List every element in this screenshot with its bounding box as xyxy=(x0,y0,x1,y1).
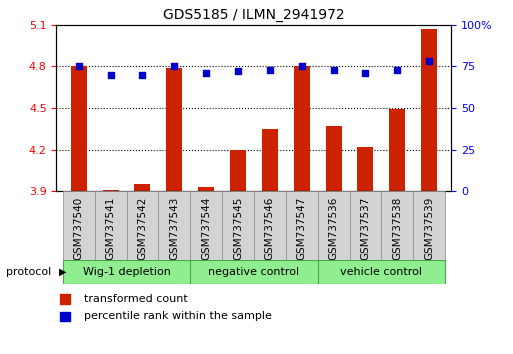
Bar xyxy=(222,191,254,260)
Bar xyxy=(61,312,70,321)
Bar xyxy=(286,191,318,260)
Text: negative control: negative control xyxy=(208,267,300,277)
FancyBboxPatch shape xyxy=(190,260,318,284)
Text: GSM737545: GSM737545 xyxy=(233,197,243,260)
Point xyxy=(329,67,338,73)
Bar xyxy=(134,184,150,191)
Point xyxy=(139,72,147,78)
Text: GSM737544: GSM737544 xyxy=(201,197,211,260)
Bar xyxy=(198,187,214,191)
Point xyxy=(393,67,401,73)
Point xyxy=(107,72,115,78)
Text: GSM737539: GSM737539 xyxy=(424,197,434,260)
Point xyxy=(74,63,83,69)
Text: GSM737540: GSM737540 xyxy=(74,197,84,260)
Text: Wig-1 depletion: Wig-1 depletion xyxy=(83,267,170,277)
Bar xyxy=(63,191,95,260)
Bar xyxy=(389,109,405,191)
Bar xyxy=(349,191,381,260)
Bar xyxy=(413,191,445,260)
Point xyxy=(170,63,179,69)
Bar xyxy=(61,294,70,304)
Bar xyxy=(166,68,182,191)
Bar xyxy=(71,66,87,191)
Text: percentile rank within the sample: percentile rank within the sample xyxy=(84,312,272,321)
Title: GDS5185 / ILMN_2941972: GDS5185 / ILMN_2941972 xyxy=(163,8,345,22)
Point xyxy=(266,67,274,73)
Text: GSM737546: GSM737546 xyxy=(265,197,275,260)
Text: GSM737538: GSM737538 xyxy=(392,197,402,260)
Point xyxy=(234,69,242,74)
Bar xyxy=(294,66,310,191)
FancyBboxPatch shape xyxy=(318,260,445,284)
Text: GSM737547: GSM737547 xyxy=(297,197,307,260)
Bar xyxy=(190,191,222,260)
Point xyxy=(202,70,210,76)
Text: ▶: ▶ xyxy=(59,267,67,277)
Point xyxy=(361,70,369,76)
Point xyxy=(298,63,306,69)
FancyBboxPatch shape xyxy=(63,260,190,284)
Bar xyxy=(103,190,119,191)
Text: GSM737541: GSM737541 xyxy=(106,197,115,260)
Text: GSM737543: GSM737543 xyxy=(169,197,180,260)
Bar xyxy=(127,191,159,260)
Bar xyxy=(326,126,342,191)
Bar xyxy=(262,129,278,191)
Point xyxy=(425,58,433,64)
Bar xyxy=(381,191,413,260)
Bar xyxy=(95,191,127,260)
Text: protocol: protocol xyxy=(6,267,51,277)
Bar xyxy=(421,29,437,191)
Text: GSM737536: GSM737536 xyxy=(328,197,339,260)
Bar xyxy=(254,191,286,260)
Text: vehicle control: vehicle control xyxy=(340,267,422,277)
Bar xyxy=(318,191,349,260)
Bar xyxy=(358,147,373,191)
Text: GSM737542: GSM737542 xyxy=(137,197,147,260)
Text: GSM737537: GSM737537 xyxy=(361,197,370,260)
Text: transformed count: transformed count xyxy=(84,294,188,304)
Bar xyxy=(159,191,190,260)
Bar xyxy=(230,149,246,191)
